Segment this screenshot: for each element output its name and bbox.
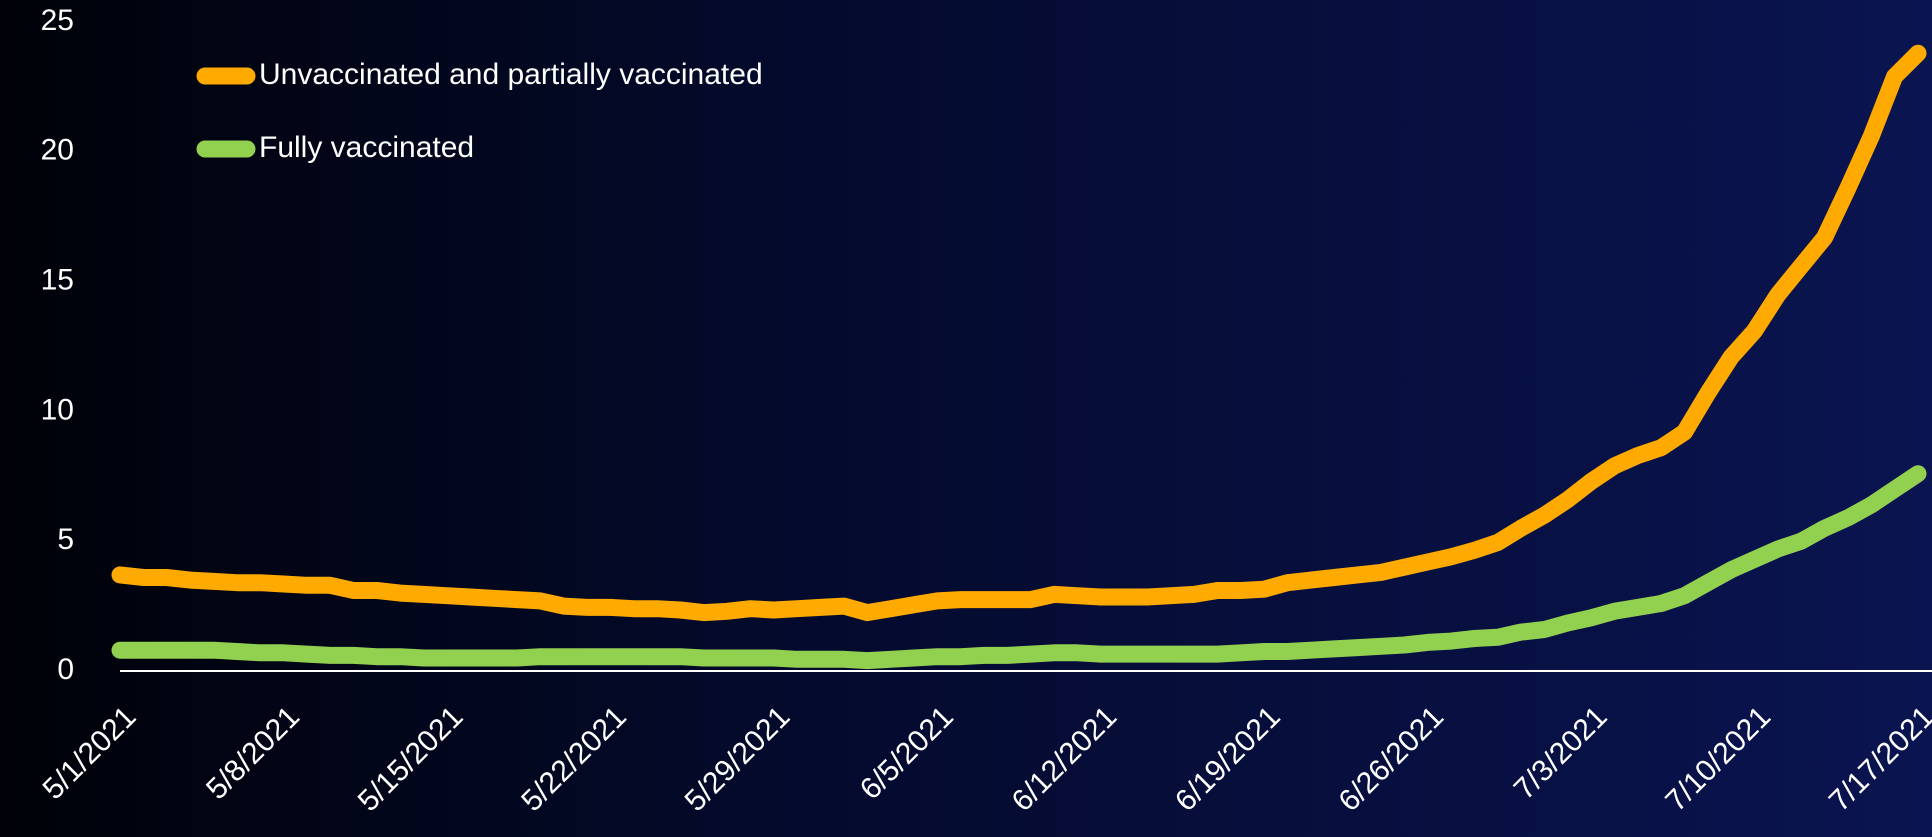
x-tick-label: 6/12/2021 <box>1006 700 1124 818</box>
x-tick-label: 6/26/2021 <box>1332 700 1450 818</box>
x-tick-label: 7/17/2021 <box>1823 700 1932 818</box>
series-line <box>111 44 1927 622</box>
x-tick-label: 6/19/2021 <box>1169 700 1287 818</box>
y-tick-label: 20 <box>41 134 74 167</box>
y-tick-label: 0 <box>57 653 74 686</box>
y-tick-label: 15 <box>41 264 74 297</box>
x-tick-label: 7/3/2021 <box>1508 700 1614 806</box>
x-tick-label: 5/22/2021 <box>515 700 633 818</box>
y-tick-label: 10 <box>41 393 74 426</box>
x-tick-label: 5/8/2021 <box>200 700 306 806</box>
x-tick-label: 5/29/2021 <box>679 700 797 818</box>
legend-label: Unvaccinated and partially vaccinated <box>259 58 763 91</box>
series-line <box>111 465 1927 670</box>
x-tick-label: 7/10/2021 <box>1659 700 1777 818</box>
x-tick-label: 6/5/2021 <box>854 700 960 806</box>
y-tick-label: 25 <box>41 4 74 37</box>
y-tick-label: 5 <box>57 523 74 556</box>
x-tick-label: 5/15/2021 <box>352 700 470 818</box>
legend-label: Fully vaccinated <box>259 131 474 164</box>
x-tick-label: 5/1/2021 <box>37 700 143 806</box>
